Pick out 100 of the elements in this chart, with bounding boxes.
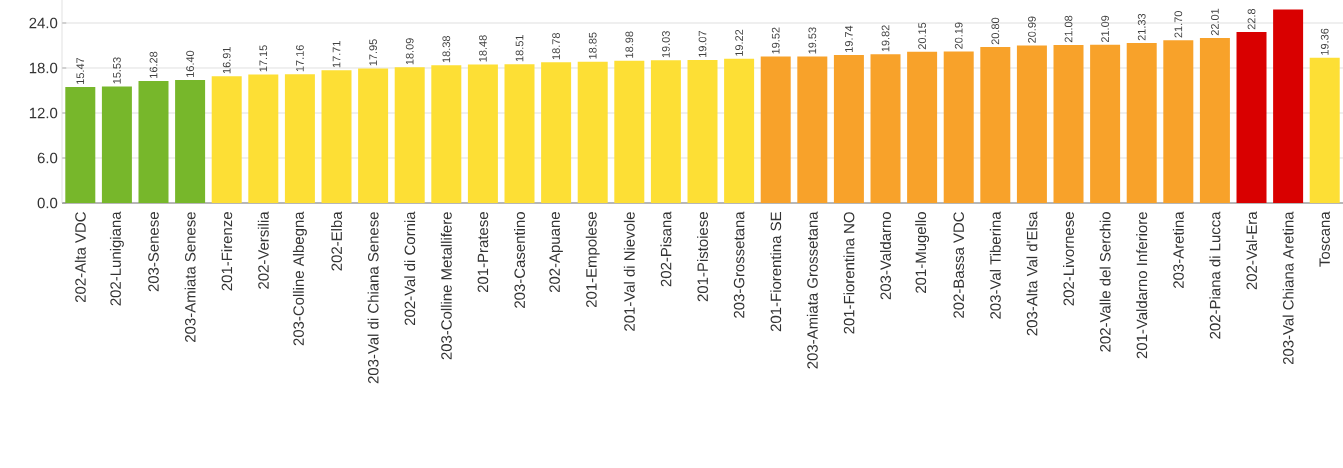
data-label: 20.19 xyxy=(954,22,963,49)
x-tick-label: 203-Amiata Grossetana xyxy=(806,211,818,369)
bar xyxy=(321,70,352,203)
data-label: 19.52 xyxy=(771,27,780,54)
bar xyxy=(870,54,901,203)
bar xyxy=(1273,9,1304,203)
x-tick-label: 202-Bassa VDC xyxy=(953,212,964,318)
bar xyxy=(614,60,645,203)
bar xyxy=(1090,44,1121,203)
data-label: 20.15 xyxy=(918,22,926,50)
x-tick-label: 201-Fiorentina NO xyxy=(843,212,855,334)
data-label: 21.70 xyxy=(1174,11,1183,38)
data-label: 21.08 xyxy=(1064,15,1073,43)
bar xyxy=(504,64,535,203)
bar xyxy=(1126,43,1157,203)
x-tick-label: 201-Mugello xyxy=(915,212,930,293)
bar xyxy=(687,59,718,203)
bar xyxy=(980,47,1011,203)
data-label: 18.78 xyxy=(552,33,560,60)
data-label: 22.01 xyxy=(1211,8,1219,36)
y-tick-label: 18.0 xyxy=(29,62,58,74)
bar xyxy=(65,86,96,203)
data-label: 18.98 xyxy=(625,31,634,58)
data-label: 15.53 xyxy=(113,57,121,84)
data-label: 19.36 xyxy=(1320,28,1329,55)
data-label: 18.09 xyxy=(405,38,414,65)
data-label: 16.28 xyxy=(149,51,158,78)
bar xyxy=(467,64,498,203)
bar xyxy=(175,80,206,203)
bar xyxy=(943,51,974,203)
bar xyxy=(541,62,572,203)
x-tick-label: 202-Apuane xyxy=(549,212,563,293)
x-tick-label: 203-Val Chiana Aretina xyxy=(1282,211,1294,365)
x-tick-label: 203-Amiata Senese xyxy=(184,212,196,342)
y-tick-label: 24.0 xyxy=(29,17,58,29)
x-tick-label: 203-Val Tiberina xyxy=(989,211,1001,319)
bar xyxy=(650,60,681,203)
data-label: 19.53 xyxy=(808,27,817,54)
x-tick-label: 201-Firenze xyxy=(221,212,233,291)
x-tick-label: 203-Val di Chiana Senese xyxy=(367,212,379,384)
x-tick-label: 202-Lunigiana xyxy=(109,211,124,306)
bar xyxy=(1016,45,1047,203)
bar xyxy=(211,76,242,203)
data-label: 17.95 xyxy=(369,39,377,66)
bar xyxy=(1053,44,1084,203)
data-label: 20.99 xyxy=(1028,16,1036,43)
x-tick-label: 203-Casentino xyxy=(514,212,525,308)
data-label: 21.09 xyxy=(1101,15,1109,43)
y-tick-label: 12.0 xyxy=(29,107,58,119)
bar xyxy=(577,61,608,203)
bar xyxy=(724,58,755,203)
data-label: 17.15 xyxy=(259,45,268,72)
data-label: 18.48 xyxy=(479,35,487,62)
data-label: 16.91 xyxy=(222,47,231,74)
data-label: 19.82 xyxy=(881,25,890,52)
x-tick-label: 203-Alta Val d'Elsa xyxy=(1026,211,1038,336)
bar xyxy=(284,74,315,203)
data-label: 17.71 xyxy=(332,41,341,68)
x-tick-label: 203-Aretina xyxy=(1172,211,1184,288)
bar xyxy=(907,51,938,203)
x-tick-label: 201-Pistoiese xyxy=(697,212,708,302)
x-tick-label: 202-Elba xyxy=(331,211,342,271)
x-tick-label: 201-Valdarno Inferiore xyxy=(1136,212,1148,359)
x-tick-label: 202-Alta VDC xyxy=(74,212,86,303)
data-label: 19.74 xyxy=(845,25,853,52)
data-label: 19.07 xyxy=(698,30,707,57)
x-tick-label: 202-Val di Cornia xyxy=(404,211,416,326)
data-label: 18.51 xyxy=(515,35,524,62)
data-label: 19.03 xyxy=(662,31,670,58)
data-label: 19.22 xyxy=(735,29,743,56)
bar xyxy=(431,65,462,203)
bar xyxy=(797,56,828,203)
x-tick-label: 201-Val di Nievole xyxy=(623,212,635,331)
data-label: 18.38 xyxy=(442,36,451,63)
bar xyxy=(101,86,132,203)
data-label: 22.8 xyxy=(1247,8,1256,30)
bar xyxy=(1309,57,1340,203)
bar xyxy=(833,54,864,203)
bar xyxy=(248,74,279,203)
bar xyxy=(138,80,169,203)
x-tick-label: 203-Senese xyxy=(148,212,159,292)
bar xyxy=(1236,32,1267,203)
x-tick-label: 202-Versilia xyxy=(257,211,269,289)
x-tick-label: 201-Fiorentina SE xyxy=(770,212,782,332)
bar xyxy=(358,68,389,203)
data-label: 21.33 xyxy=(1137,13,1146,41)
bar xyxy=(1163,40,1194,203)
bar xyxy=(1199,37,1230,203)
x-tick-label: 201-Empolese xyxy=(585,212,600,308)
y-tick-label: 0.0 xyxy=(37,197,58,209)
x-tick-label: 202-Valle del Serchio xyxy=(1099,212,1111,352)
x-tick-label: 202-Piana di Lucca xyxy=(1209,211,1221,339)
x-tick-label: 201-Pratese xyxy=(477,212,489,293)
x-tick-label: 202-Pisana xyxy=(660,211,672,287)
data-label: 15.47 xyxy=(76,57,85,84)
x-tick-label: 203-Grossetana xyxy=(733,211,745,318)
data-label: 20.80 xyxy=(991,17,1000,45)
x-tick-label: 203-Valdarno xyxy=(880,212,891,300)
bar xyxy=(760,56,791,203)
data-label: 18.85 xyxy=(588,32,597,59)
